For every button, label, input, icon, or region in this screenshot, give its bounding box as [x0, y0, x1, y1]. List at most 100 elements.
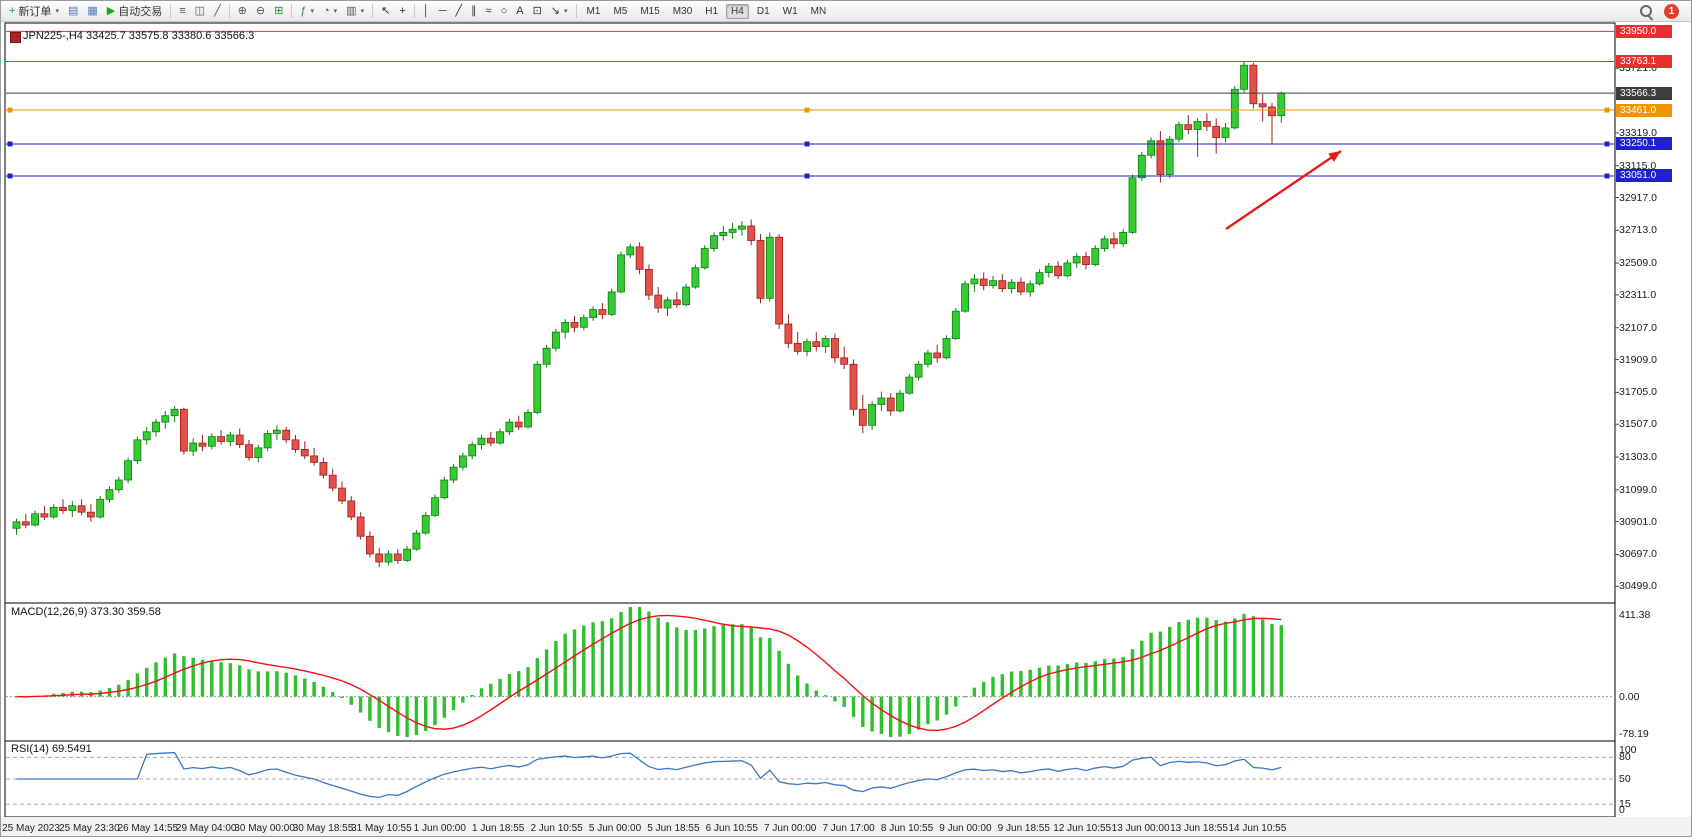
candle: [105, 489, 114, 500]
timeframe-mn-button[interactable]: MN: [810, 5, 827, 17]
candle: [951, 310, 960, 339]
candle: [635, 246, 644, 270]
notification-badge[interactable]: 1: [1664, 3, 1679, 19]
candle: [152, 421, 160, 433]
candle: [1203, 121, 1211, 127]
text-button[interactable]: A: [512, 1, 527, 21]
timeframe-m15-button[interactable]: M15: [640, 5, 660, 17]
candle: [49, 506, 58, 518]
line-handle[interactable]: [7, 141, 13, 147]
line-handle[interactable]: [7, 173, 13, 179]
candle: [1175, 124, 1183, 140]
candle: [1230, 88, 1239, 129]
toolbar-right-group: 1: [1639, 3, 1687, 19]
candle: [217, 436, 226, 442]
candle: [347, 500, 356, 518]
templates-button[interactable]: ▥ ▾: [342, 1, 368, 21]
arrows-button[interactable]: ↘ ▾: [547, 1, 572, 21]
timeframe-w1-button[interactable]: W1: [782, 5, 798, 17]
candle: [505, 421, 514, 433]
candle: [254, 447, 263, 458]
zoom-out-button[interactable]: ⊖: [252, 1, 269, 21]
text-icon: A: [516, 4, 524, 17]
candle: [1268, 106, 1276, 117]
candle: [793, 342, 802, 352]
line-handle[interactable]: [7, 107, 13, 113]
tile-windows-icon: ⊞: [274, 4, 284, 17]
candle: [738, 225, 746, 230]
line-handle[interactable]: [1604, 173, 1610, 179]
candle: [803, 341, 811, 352]
candle: [375, 553, 384, 563]
candlestick-chart-button[interactable]: ◫: [191, 1, 209, 21]
trendline-button[interactable]: ╱: [451, 1, 466, 21]
line-handle[interactable]: [804, 173, 810, 179]
candle: [979, 278, 988, 286]
bar-chart-button[interactable]: ≡: [175, 1, 189, 21]
candle: [96, 498, 105, 518]
shapes-button[interactable]: ○: [497, 1, 512, 21]
candle: [449, 466, 458, 481]
indicators-button[interactable]: ƒ ▾: [296, 1, 318, 21]
cursor-button[interactable]: ↖: [377, 1, 394, 21]
candle: [561, 322, 570, 333]
candle: [170, 408, 179, 417]
caret-down-icon: ▾: [360, 8, 365, 15]
timeframe-h4-button[interactable]: H4: [726, 3, 749, 19]
fibonacci-button[interactable]: ≈: [482, 1, 496, 21]
macd-signal-line: [16, 614, 1282, 732]
line-handle[interactable]: [804, 141, 810, 147]
periods-button[interactable]: ◔ ▾: [319, 1, 341, 21]
line-handle[interactable]: [1604, 107, 1610, 113]
timeframe-m1-button[interactable]: M1: [586, 5, 601, 17]
candle: [663, 299, 672, 309]
candle: [1119, 232, 1128, 245]
candle: [886, 397, 895, 412]
candle: [924, 352, 932, 365]
caret-down-icon: ▾: [310, 8, 314, 15]
line-chart-button[interactable]: ╱: [210, 1, 225, 21]
vertical-line-button[interactable]: │: [419, 1, 434, 21]
candle: [421, 514, 430, 534]
auto-trading-button[interactable]: ▶ 自动交易: [103, 1, 166, 21]
charts-list-button[interactable]: ▤: [64, 1, 82, 21]
crosshair-icon: +: [399, 4, 406, 17]
candle: [1044, 265, 1053, 274]
zoom-in-button[interactable]: ⊕: [234, 1, 251, 21]
profiles-button[interactable]: ▦: [83, 1, 101, 21]
crosshair-button[interactable]: +: [395, 1, 409, 21]
new-order-button[interactable]: + 新订单 ▾: [5, 1, 63, 21]
candle: [300, 449, 309, 457]
horizontal-line-button[interactable]: ─: [435, 1, 451, 21]
candle: [970, 278, 979, 285]
text-label-button[interactable]: ⊡: [529, 1, 546, 21]
line-handle[interactable]: [804, 107, 810, 113]
toolbar-separator: [170, 4, 172, 18]
timeframe-m30-button[interactable]: M30: [672, 5, 693, 17]
line-handle[interactable]: [1604, 141, 1610, 147]
candle: [672, 299, 681, 306]
candle: [477, 437, 486, 446]
timeframe-d1-button[interactable]: D1: [756, 5, 770, 17]
candle: [1249, 64, 1258, 105]
arrow-annotation[interactable]: [1225, 150, 1342, 230]
equidistant-channel-button[interactable]: ∥: [467, 1, 481, 21]
candle: [645, 268, 653, 296]
timeframe-m5-button[interactable]: M5: [613, 5, 628, 17]
candle: [486, 437, 495, 444]
candle: [654, 294, 663, 309]
candle: [896, 392, 904, 412]
candle: [282, 429, 291, 441]
timeframe-h1-button[interactable]: H1: [705, 5, 719, 17]
search-icon[interactable]: [1639, 4, 1654, 19]
candle: [840, 357, 849, 365]
candle: [226, 434, 235, 442]
candle: [691, 267, 700, 288]
tile-windows-button[interactable]: ⊞: [270, 1, 287, 21]
candle: [77, 505, 86, 513]
candle: [877, 397, 886, 405]
candle: [263, 432, 272, 449]
candle: [310, 455, 319, 463]
candles-layer: [12, 61, 1286, 567]
